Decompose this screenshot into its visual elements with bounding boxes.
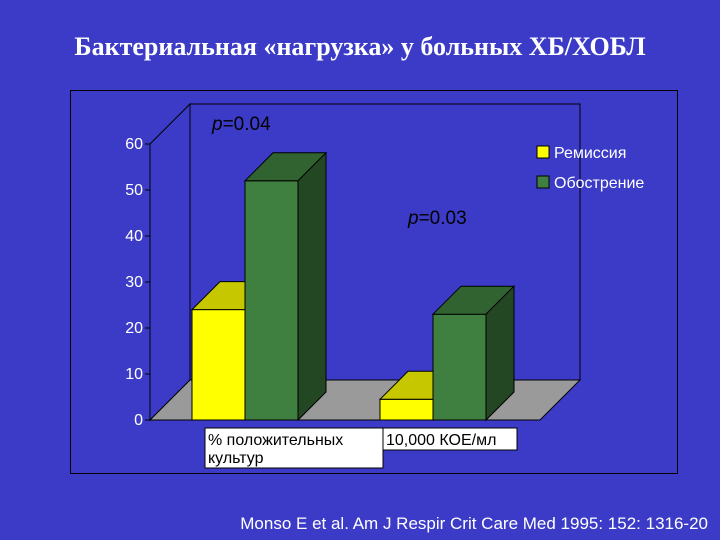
category-label-box xyxy=(382,427,518,451)
side-wall xyxy=(149,102,191,422)
y-tick-label: 10 xyxy=(125,366,143,383)
bar-side xyxy=(485,284,515,422)
legend-label: Обострение xyxy=(554,175,644,192)
bar-front xyxy=(379,398,434,421)
slide-title: Бактериальная «нагрузка» у больных ХБ/ХО… xyxy=(74,32,646,61)
bar-front xyxy=(191,309,246,421)
plot-frame xyxy=(70,90,678,474)
p-value-annotation: p=0.04 xyxy=(211,114,271,135)
bar-front xyxy=(244,180,299,421)
bar-side xyxy=(297,151,327,422)
y-tick-label: 30 xyxy=(125,274,143,291)
legend-swatch xyxy=(536,145,550,159)
y-tick-label: 0 xyxy=(134,412,143,429)
category-label: 10,000 КОЕ/мл xyxy=(386,432,496,449)
citation: Monso E et al. Am J Respir Crit Care Med… xyxy=(240,514,708,533)
category-label: % положительных культур xyxy=(208,432,343,467)
bar-front xyxy=(432,313,487,421)
legend-swatch xyxy=(536,175,550,189)
legend-label: Ремиссия xyxy=(554,145,626,162)
y-tick-label: 50 xyxy=(125,182,143,199)
y-tick-label: 40 xyxy=(125,228,143,245)
y-tick-label: 20 xyxy=(125,320,143,337)
y-tick-label: 60 xyxy=(125,136,143,153)
p-value-annotation: p=0.03 xyxy=(407,208,467,229)
